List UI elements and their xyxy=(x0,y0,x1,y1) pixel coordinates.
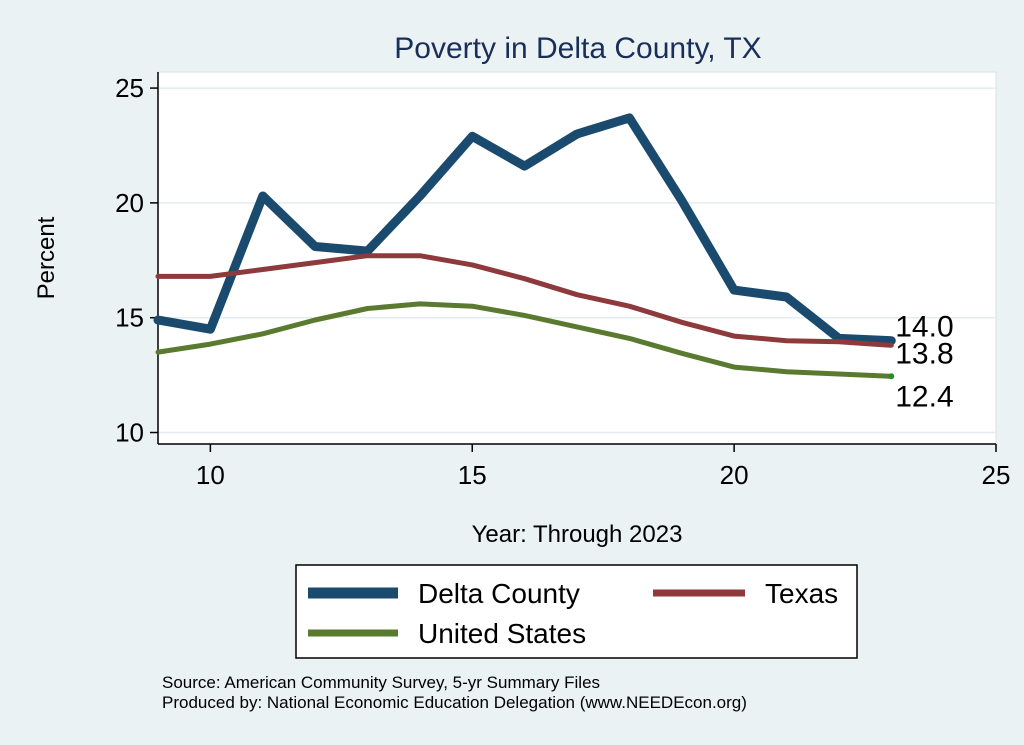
legend-label-texas: Texas xyxy=(765,578,838,609)
producer-note: Produced by: National Economic Education… xyxy=(162,693,747,712)
y-tick-label: 15 xyxy=(115,303,144,333)
y-tick-label: 25 xyxy=(115,73,144,103)
series-line-texas xyxy=(155,253,894,348)
us-endpoint-marker xyxy=(888,373,895,380)
x-tick-label: 10 xyxy=(196,460,225,490)
legend-label-united-states: United States xyxy=(418,618,586,649)
axes: 10 15 20 25 10 15 20 25 xyxy=(115,72,1010,490)
chart-title: Poverty in Delta County, TX xyxy=(394,32,761,65)
x-axis-title: Year: Through 2023 xyxy=(472,521,683,548)
y-axis-title: Percent xyxy=(33,216,60,299)
x-tick-label: 25 xyxy=(982,460,1011,490)
series-lines xyxy=(153,113,896,380)
source-note: Source: American Community Survey, 5-yr … xyxy=(162,673,601,692)
end-label-united-states: 12.4 xyxy=(895,380,953,413)
legend: Delta County Texas United States xyxy=(295,564,858,659)
series-line-united-states xyxy=(155,301,894,379)
x-tick-label: 15 xyxy=(458,460,487,490)
plot-area xyxy=(157,71,997,445)
gridlines xyxy=(158,87,996,434)
legend-label-delta-county: Delta County xyxy=(418,578,580,609)
legend-box xyxy=(295,564,858,659)
end-labels: 14.013.8 12.4 xyxy=(895,311,953,414)
y-tick-label: 20 xyxy=(115,188,144,218)
y-tick-label: 10 xyxy=(115,418,144,448)
end-label-delta-county: 14.0 xyxy=(895,311,953,344)
end-label-texas: 13.8 xyxy=(895,337,953,370)
x-tick-label: 20 xyxy=(720,460,749,490)
series-line-delta-county xyxy=(153,113,896,346)
